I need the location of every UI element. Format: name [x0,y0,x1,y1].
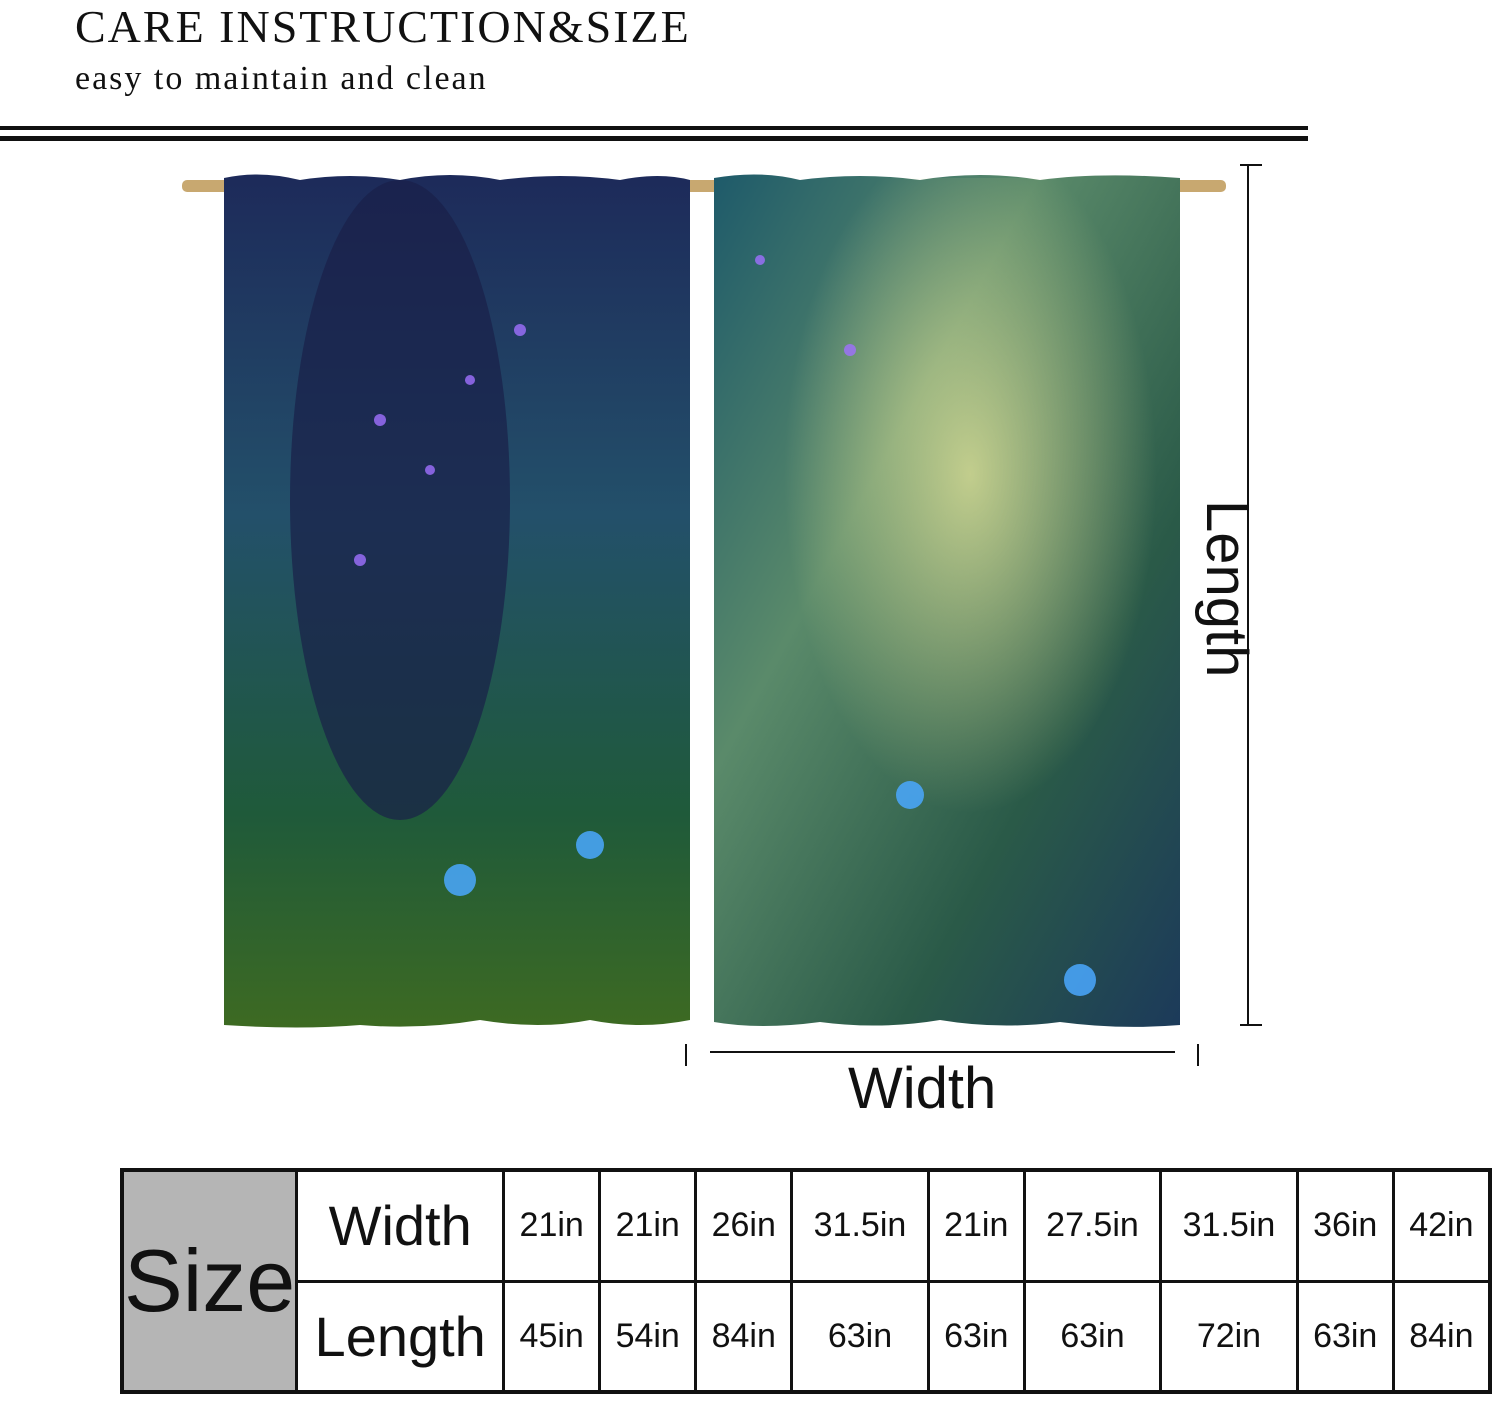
row-header: Width [295,1168,506,1283]
table-cell: 21in [926,1168,1026,1283]
table-cell: 21in [502,1168,602,1283]
light-glow [714,178,1180,1025]
table-cell: 45in [502,1279,602,1394]
table-cell: 63in [790,1279,930,1394]
table-row: Size Width 21in 21in 26in 31.5in 21in 27.5in 31.… [120,1168,1492,1394]
table-cell: 31.5in [1159,1168,1299,1283]
table-cell: 36in [1295,1168,1395,1283]
width-label: Width [848,1056,997,1121]
table-cell: 42in [1391,1168,1492,1283]
table-cell: 63in [1295,1279,1395,1394]
size-table: Size Width 21in 21in 26in 31.5in 21in 27.5in 31.… [120,1168,1492,1394]
table-cell: 31.5in [790,1168,930,1283]
table-cell: 26in [694,1168,794,1283]
length-label: Length [1194,500,1259,678]
table-cell: 72in [1159,1279,1299,1394]
table-cell: 27.5in [1022,1168,1163,1283]
tree-trunk [290,180,510,820]
table-row: Length 45in 54in 84in 63in 63in 63in 72in 63in 84… [122,1279,1492,1394]
row-header: Length [295,1279,506,1394]
glowing-dots [354,255,856,566]
table-cell: 84in [1391,1279,1492,1394]
subtitle: easy to maintain and clean [75,60,488,97]
curtain-illustration [182,164,1262,1066]
table-cell: 84in [694,1279,794,1394]
glowing-flowers [444,781,1096,996]
divider [0,136,1308,141]
size-label: Size [120,1168,299,1394]
title: CARE INSTRUCTION&SIZE [75,1,691,52]
table-cell: 21in [598,1168,698,1283]
table-cell: 54in [598,1279,698,1394]
table-cell: 63in [926,1279,1026,1394]
divider [0,126,1308,130]
table-cell: 63in [1022,1279,1163,1394]
